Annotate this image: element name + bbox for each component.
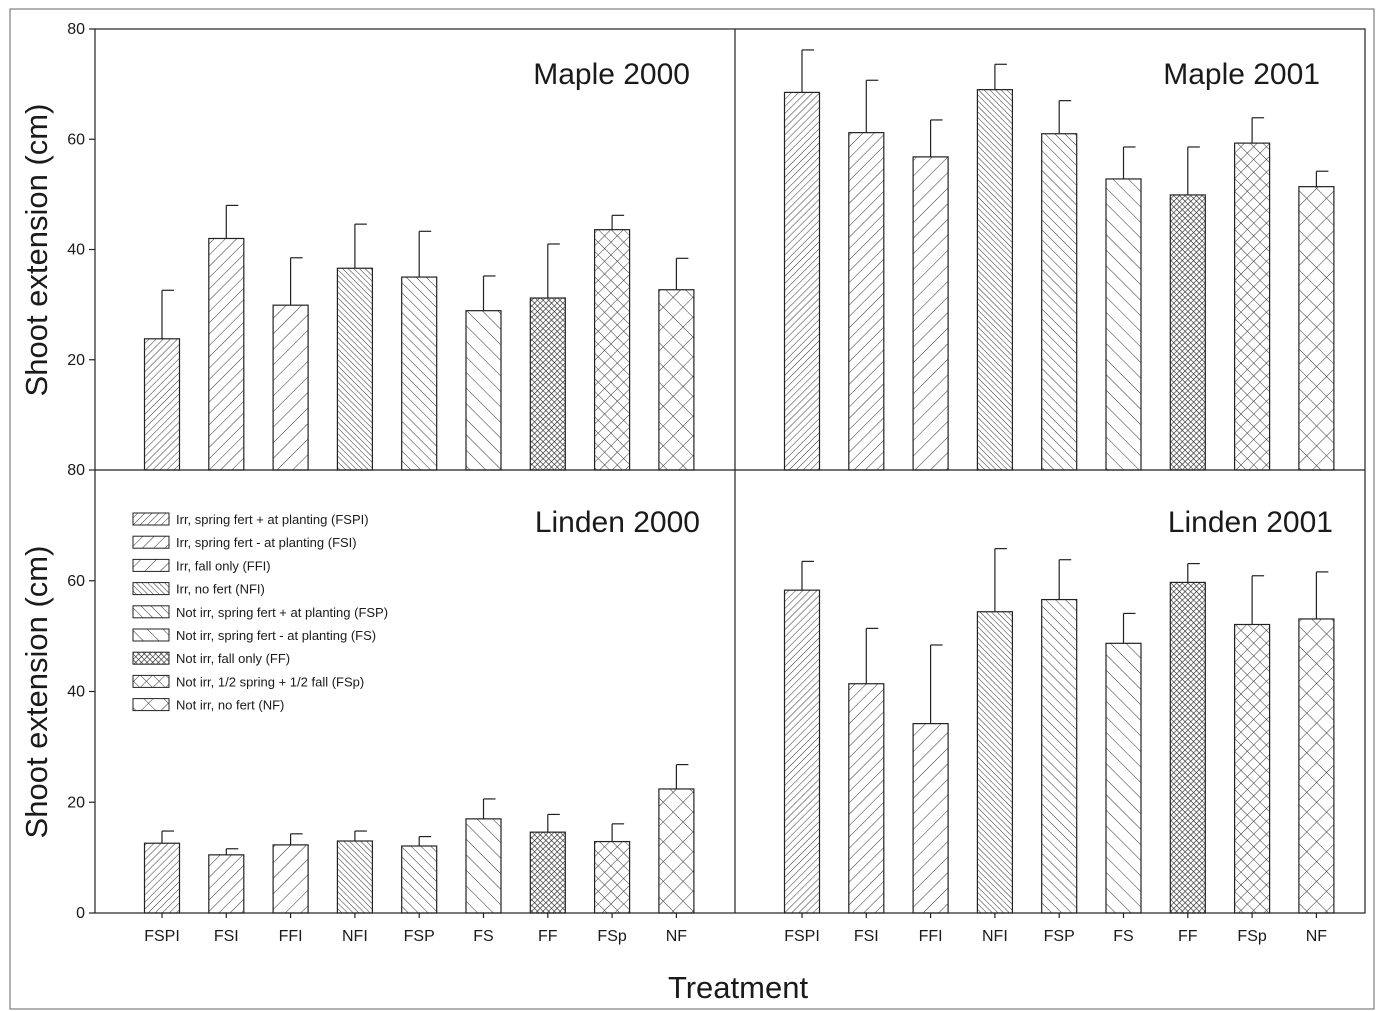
x-tick-label: FSP [1044, 928, 1075, 945]
panel-0: Maple 2000 20 40 60 80 [67, 21, 695, 471]
y-tick-label: 0 [76, 905, 85, 922]
legend-swatch-fs [132, 628, 170, 642]
y-tick-label: 80 [67, 21, 85, 38]
bar-ff [529, 831, 566, 914]
bar-fsi [208, 237, 245, 471]
bar-nf [1298, 618, 1335, 914]
bar-nfi [976, 611, 1014, 914]
bar-fsp [401, 845, 438, 914]
panel-1: Maple 2001 [783, 49, 1335, 471]
bar-fsp [1233, 623, 1271, 914]
panel-3: Linden 2001 FSPI FSI FFI NFI FSP FS FF FSp NF [783, 506, 1335, 945]
x-tick-label: NF [1306, 928, 1328, 945]
x-tick-label: FSp [597, 928, 626, 945]
y-tick-label: 20 [67, 794, 85, 811]
ylabel-bottom: Shoot extension (cm) [19, 546, 54, 839]
bar-ffi [912, 156, 949, 471]
y-tick-label: 60 [67, 131, 85, 148]
panels: Maple 2000 20 40 60 80 Maple 2001 Linden 2000 0… [67, 21, 1335, 945]
legend-swatch-nfi [132, 582, 170, 596]
legend-label: Irr, spring fert + at planting (FSPI) [176, 512, 369, 527]
x-tick-label: NF [666, 928, 688, 945]
x-tick-label: FSPI [144, 928, 180, 945]
legend-swatch-fsp [132, 605, 170, 619]
bar-ffi [912, 723, 949, 914]
panel-2: Linden 2000 0 20 40 60 80 FSPI FSI FFI NFI FSP FS FF… [67, 462, 700, 945]
bar-ffi [272, 844, 309, 914]
x-tick-label: FF [1178, 928, 1198, 945]
legend-swatch-ffi [132, 558, 170, 572]
x-tick-label: FFI [919, 928, 943, 945]
x-tick-label: FSPI [784, 928, 820, 945]
bar-fs [465, 310, 502, 471]
x-tick-label: FSI [214, 928, 239, 945]
legend-label: Irr, no fert (NFI) [176, 582, 265, 597]
bar-fsp [401, 276, 438, 471]
y-tick-label: 40 [67, 684, 85, 701]
y-tick-label: 80 [67, 462, 85, 479]
legend-label: Not irr, fall only (FF) [176, 651, 290, 666]
x-tick-label: FSI [854, 928, 879, 945]
bar-fsp [593, 840, 631, 914]
bar-nfi [976, 89, 1014, 471]
plot-frame [94, 28, 1366, 914]
y-tick-label: 40 [67, 242, 85, 259]
bar-ffi [272, 304, 309, 471]
panel-title: Maple 2001 [1163, 58, 1320, 91]
bar-fspi [783, 91, 821, 471]
bar-fsi [208, 854, 245, 914]
legend: Irr, spring fert + at planting (FSPI) Irr… [132, 512, 388, 713]
bar-fsp [1233, 142, 1271, 471]
x-tick-label: FS [1113, 928, 1133, 945]
bar-fs [1105, 178, 1142, 471]
bar-nf [658, 289, 695, 471]
x-tick-label: NFI [342, 928, 368, 945]
panel-title: Linden 2001 [1168, 506, 1333, 539]
bar-fs [465, 818, 502, 914]
bar-fspi [143, 842, 181, 914]
x-tick-label: FF [538, 928, 558, 945]
bar-ff [1169, 194, 1206, 471]
legend-label: Not irr, no fert (NF) [176, 698, 284, 713]
bar-fspi [143, 338, 181, 471]
legend-swatch-fspi [132, 512, 170, 526]
bar-fs [1105, 642, 1142, 914]
x-tick-label: FSp [1237, 928, 1266, 945]
x-tick-label: FSP [404, 928, 435, 945]
legend-label: Not irr, spring fert - at planting (FS) [176, 628, 376, 643]
bar-fsi [848, 132, 885, 471]
legend-label: Irr, spring fert - at planting (FSI) [176, 535, 357, 550]
x-tick-label: NFI [982, 928, 1008, 945]
xlabel: Treatment [668, 970, 809, 1005]
bar-fsp [1041, 133, 1078, 471]
bar-ff [1169, 581, 1206, 914]
y-tick-label: 60 [67, 573, 85, 590]
bar-nfi [336, 840, 373, 914]
legend-swatch-ff [132, 651, 170, 665]
figure-border [9, 8, 1375, 1010]
legend-label: Not irr, 1/2 spring + 1/2 fall (FSp) [176, 674, 364, 689]
y-tick-label: 20 [67, 352, 85, 369]
legend-swatch-fsi [132, 535, 170, 549]
x-tick-label: FFI [279, 928, 303, 945]
legend-swatch-fsp [132, 674, 170, 688]
panel-title: Linden 2000 [535, 506, 700, 539]
legend-label: Irr, fall only (FFI) [176, 558, 271, 573]
panel-title: Maple 2000 [533, 58, 690, 91]
x-tick-label: FS [473, 928, 493, 945]
bar-ff [529, 297, 566, 471]
bar-fspi [783, 589, 821, 914]
bar-fsi [848, 683, 885, 914]
legend-label: Not irr, spring fert + at planting (FSP) [176, 605, 388, 620]
bar-nf [1298, 186, 1335, 471]
legend-swatch-nf [132, 698, 170, 712]
bar-nfi [336, 267, 373, 471]
bar-fsp [1041, 598, 1078, 914]
ylabel-top: Shoot extension (cm) [19, 104, 54, 397]
bar-fsp [593, 229, 631, 471]
bar-nf [658, 788, 695, 914]
